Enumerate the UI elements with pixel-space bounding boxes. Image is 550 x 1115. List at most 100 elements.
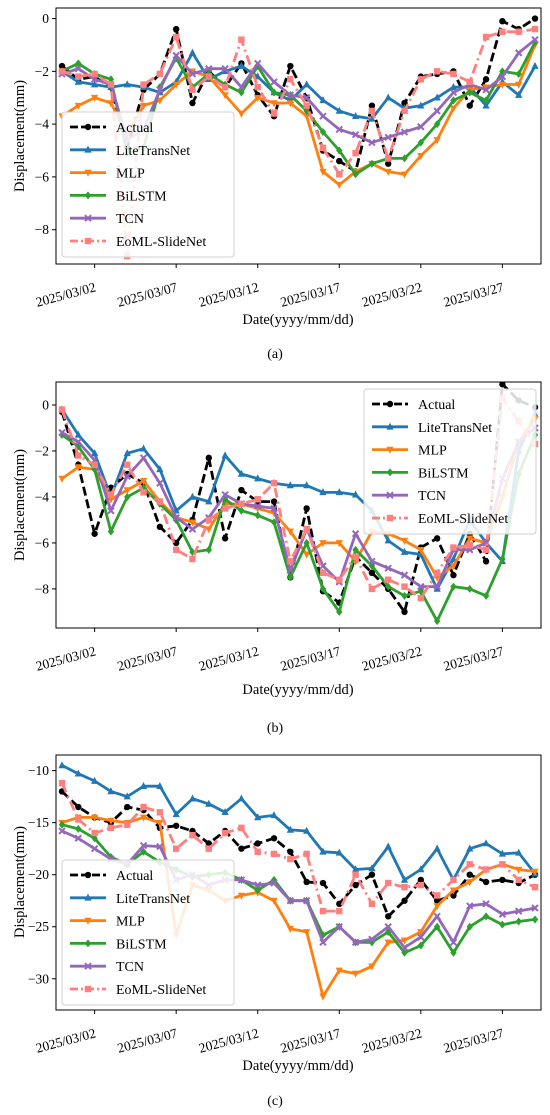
tcn-point <box>433 107 441 115</box>
legend-item-bilstm: BiLSTM <box>70 937 167 952</box>
eoml-slidenet-point <box>75 816 82 823</box>
bilstm-point <box>450 582 457 591</box>
eoml-slidenet-point <box>303 102 310 109</box>
bilstm-point <box>368 159 376 168</box>
panel-a-y-axis-label: Displacement(mm) <box>12 80 28 192</box>
tcn-point <box>270 504 278 513</box>
eoml-slidenet-point <box>319 569 327 577</box>
mlp-point <box>319 540 327 548</box>
eoml-slidenet-point <box>238 500 245 508</box>
bilstm-point <box>238 506 245 515</box>
eoml-slidenet-point <box>58 406 66 413</box>
litetransnet-point <box>400 875 409 883</box>
y-tick-label: −20 <box>28 867 49 882</box>
actual-point <box>482 878 490 886</box>
eoml-slidenet-point <box>515 28 522 35</box>
tcn-point <box>319 938 327 947</box>
litetransnet-point <box>205 497 213 505</box>
y-tick-label: −8 <box>35 581 50 596</box>
tcn-point <box>58 827 66 835</box>
panel-c-legend: Actual LiteTransNet MLP BiLSTM TCN EoML-Slide… <box>61 859 235 1006</box>
bilstm-point <box>140 847 147 856</box>
legend-item-mlp: MLP <box>70 167 145 182</box>
tcn-point <box>302 897 311 905</box>
y-tick-label: −4 <box>35 489 50 504</box>
x-tick-label: 2025/03/07 <box>116 1025 180 1055</box>
legend-marker <box>386 400 394 408</box>
legend-marker <box>386 468 394 477</box>
eoml-slidenet-point <box>107 81 115 88</box>
litetransnet-point <box>433 93 441 101</box>
bilstm-point <box>466 584 473 593</box>
actual-point <box>221 535 229 542</box>
litetransnet-point <box>498 849 506 857</box>
x-tick-label: 2025/03/22 <box>360 643 423 673</box>
eoml-slidenet-point <box>254 848 261 855</box>
actual-point <box>172 25 180 33</box>
mlp-line <box>61 44 537 187</box>
bilstm-point <box>287 573 294 582</box>
litetransnet-point <box>433 584 441 592</box>
mlp-point <box>172 81 180 89</box>
litetransnet-point <box>221 808 229 816</box>
bilstm-point <box>352 170 359 179</box>
legend-marker <box>84 237 92 245</box>
x-tick-label: 2025/03/17 <box>279 279 343 309</box>
litetransnet-point <box>515 90 523 98</box>
actual-point <box>91 530 98 537</box>
legend-label: EoML-SlideNet <box>418 512 508 527</box>
tcn-point <box>286 91 295 99</box>
legend-label: EoML-SlideNet <box>116 235 206 250</box>
legend-item-eoml-slidenet: EoML-SlideNet <box>372 512 508 527</box>
legend-item-litetransnet: LiteTransNet <box>70 144 190 159</box>
eoml-slidenet-point <box>205 73 212 80</box>
actual-point <box>417 876 425 884</box>
litetransnet-point <box>319 488 327 496</box>
litetransnet-point <box>156 782 164 790</box>
panel-a-plot-frame <box>55 7 542 265</box>
mlp-point <box>58 475 66 483</box>
mlp-point <box>335 540 343 548</box>
tcn-point <box>384 564 392 572</box>
eoml-slidenet-point <box>172 33 180 41</box>
eoml-slidenet-point <box>336 907 343 915</box>
eoml-slidenet-point <box>401 583 408 590</box>
mlp-point <box>335 182 343 190</box>
actual-point <box>75 803 82 811</box>
mlp-point <box>107 100 115 108</box>
legend-item-actual: Actual <box>70 869 153 884</box>
litetransnet-point <box>221 451 229 459</box>
eoml-slidenet-point <box>515 876 522 884</box>
eoml-slidenet-point <box>385 155 392 162</box>
tcn-point <box>156 86 164 94</box>
bilstm-point <box>433 617 441 626</box>
mlp-point <box>303 551 311 559</box>
litetransnet-point <box>303 826 311 834</box>
actual-point <box>303 505 310 512</box>
mlp-point <box>286 528 294 536</box>
mlp-point <box>498 81 506 89</box>
tcn-point <box>237 83 246 91</box>
litetransnet-point <box>205 799 213 807</box>
mlp-point <box>384 168 392 176</box>
legend-item-mlp: MLP <box>372 444 447 459</box>
actual-point <box>499 17 506 25</box>
tcn-point <box>400 128 409 136</box>
eoml-slidenet-point <box>303 525 310 533</box>
litetransnet-point <box>123 449 131 457</box>
bilstm-point <box>466 922 473 931</box>
litetransnet-point <box>254 72 262 80</box>
tcn-point <box>417 123 425 131</box>
bilstm-point <box>336 146 343 155</box>
tcn-point <box>139 454 148 462</box>
mlp-point <box>139 814 148 822</box>
tcn-point <box>531 904 539 912</box>
tcn-point <box>335 923 343 931</box>
bilstm-point <box>515 69 522 78</box>
mlp-point <box>351 970 360 978</box>
eoml-slidenet-point <box>482 33 490 41</box>
eoml-slidenet-point <box>172 546 180 554</box>
eoml-slidenet-point <box>287 558 294 565</box>
actual-point <box>450 892 457 899</box>
mlp-point <box>433 137 441 145</box>
